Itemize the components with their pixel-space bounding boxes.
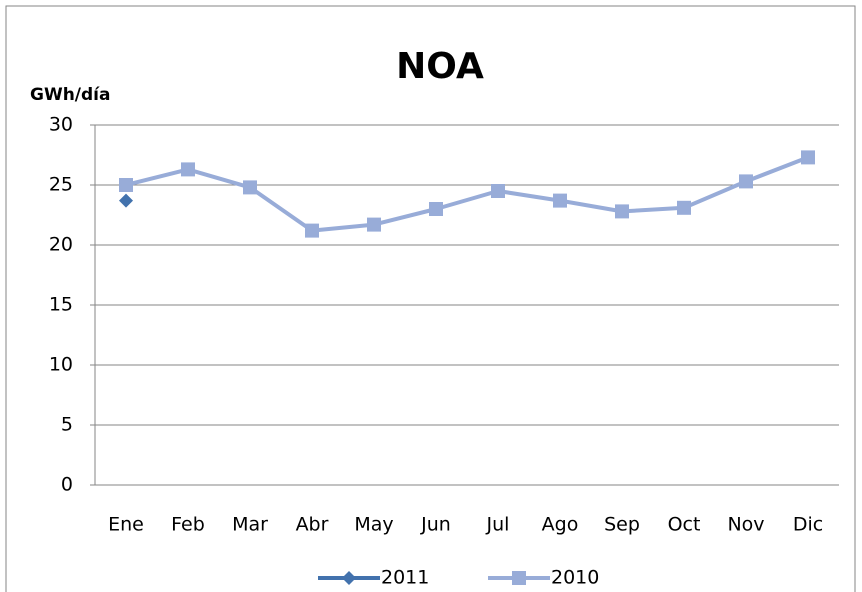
x-tick-label: Abr — [296, 514, 329, 536]
x-tick-label: Sep — [604, 514, 640, 536]
y-tick-label: 15 — [49, 294, 73, 316]
data-point — [367, 217, 381, 232]
data-point — [553, 193, 567, 208]
data-point — [429, 202, 443, 216]
data-point — [119, 178, 133, 192]
x-tick-label: Ene — [108, 514, 144, 536]
y-tick-label: 25 — [49, 174, 73, 196]
legend-marker — [512, 571, 526, 585]
data-point — [305, 223, 319, 238]
x-tick-label: Jul — [486, 514, 510, 536]
y-tick-label: 5 — [61, 414, 73, 436]
chart-title: NOA — [396, 46, 484, 87]
series-line — [125, 155, 809, 233]
y-tick-label: 0 — [61, 474, 73, 496]
data-point — [119, 193, 133, 208]
data-point — [615, 204, 629, 219]
chart-frame — [5, 5, 856, 592]
x-tick-label: May — [354, 514, 393, 536]
x-tick-label: Feb — [171, 514, 205, 536]
legend-marker — [342, 571, 356, 585]
y-axis-label: GWh/día — [30, 85, 110, 105]
data-point — [677, 200, 691, 215]
data-point — [801, 150, 815, 165]
x-tick-label: Nov — [727, 514, 764, 536]
y-tick-label: 30 — [49, 114, 73, 136]
data-point — [491, 184, 505, 198]
data-point — [181, 162, 195, 177]
x-tick-label: Mar — [232, 514, 268, 536]
x-tick-label: Ago — [542, 514, 579, 536]
legend-label: 2010 — [551, 567, 599, 589]
data-point — [243, 180, 257, 195]
x-tick-label: Dic — [793, 514, 823, 536]
y-tick-label: 10 — [49, 354, 73, 376]
x-tick-label: Jun — [420, 514, 451, 536]
x-tick-label: Oct — [668, 514, 701, 536]
y-tick-label: 20 — [49, 234, 73, 256]
data-point — [739, 174, 753, 189]
legend-label: 2011 — [381, 567, 429, 589]
